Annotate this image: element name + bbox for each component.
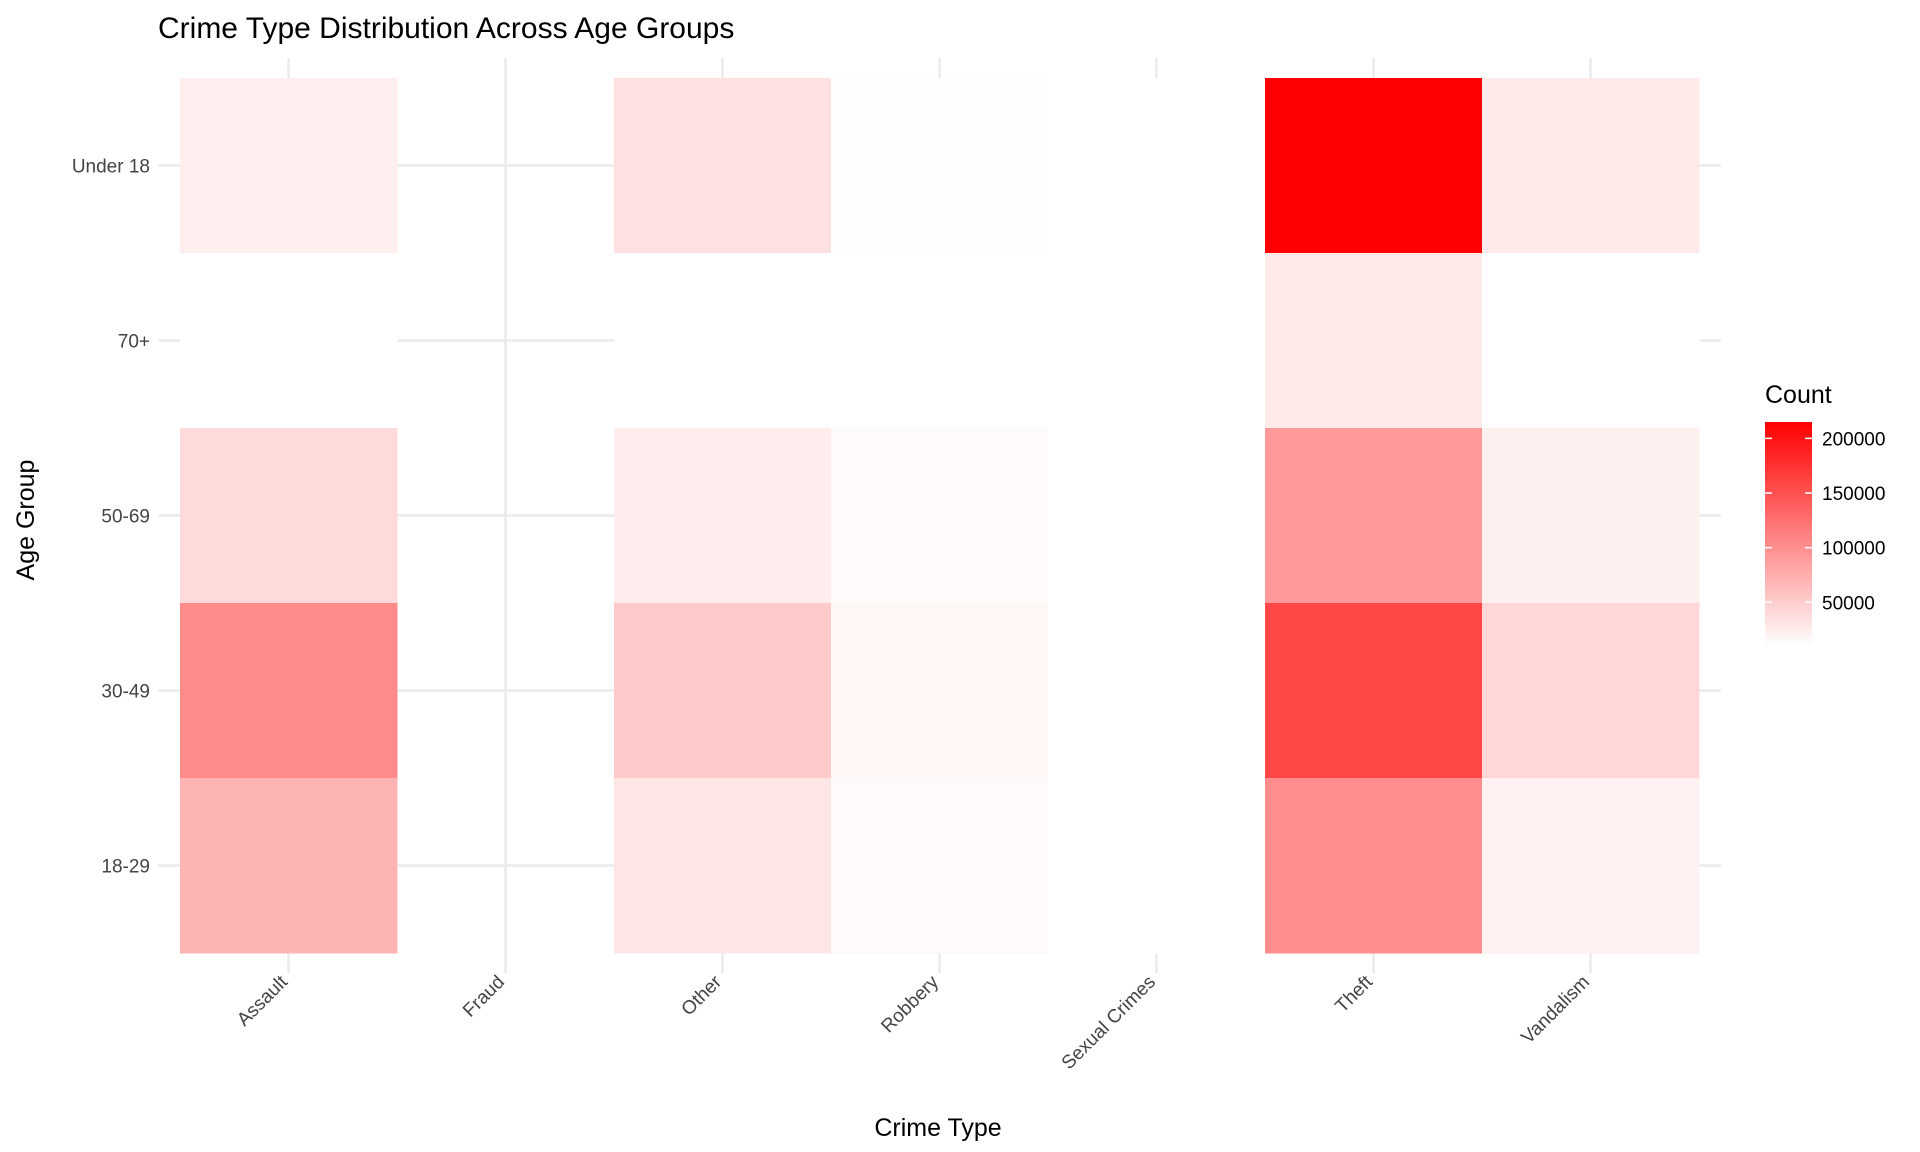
legend-tick-label: 150000 [1822, 484, 1885, 505]
heatmap-cell [614, 78, 832, 254]
heatmap-cell [831, 428, 1049, 604]
x-tick-label: Assault [233, 971, 292, 1030]
y-axis-title: Age Group [12, 460, 40, 581]
x-axis-title: Crime Type [874, 1114, 1001, 1142]
heatmap-cell [614, 603, 832, 779]
heatmap-cell [1048, 778, 1266, 954]
y-axis-ticks: Under 18 70+ 50-69 30-49 18-29 [72, 157, 150, 878]
heatmap-cell [180, 78, 398, 254]
heatmap-cell [1048, 253, 1266, 429]
heatmap-cell [1265, 603, 1483, 779]
heatmap-cell [1048, 603, 1266, 779]
heatmap-cell [1265, 78, 1483, 254]
x-tick-label: Theft [1332, 971, 1378, 1017]
y-tick-label: 50-69 [101, 507, 150, 528]
heatmap-cell [1265, 428, 1483, 604]
heatmap-cell [180, 428, 398, 604]
chart-title: Crime Type Distribution Across Age Group… [158, 12, 734, 45]
y-tick-label: 70+ [118, 332, 150, 353]
y-tick-label: 18-29 [101, 857, 150, 878]
x-tick-label: Vandalism [1517, 972, 1594, 1049]
x-tick-label: Other [678, 971, 727, 1020]
legend-color-bar [1765, 422, 1812, 646]
heatmap-cells [180, 78, 1700, 954]
x-tick-label: Sexual Crimes [1058, 972, 1160, 1074]
heatmap-cell [831, 778, 1049, 954]
heatmap-cell [180, 253, 398, 429]
heatmap-cell [1482, 253, 1700, 429]
heatmap-cell [1265, 253, 1483, 429]
heatmap-cell [180, 778, 398, 954]
heatmap-cell [831, 78, 1049, 254]
heatmap-cell [1482, 603, 1700, 779]
heatmap-cell [1482, 778, 1700, 954]
legend-tick-label: 100000 [1822, 539, 1885, 560]
x-axis-ticks: Assault Fraud Other Robbery Sexual Crimes The… [233, 971, 1594, 1074]
x-tick-label: Robbery [877, 971, 943, 1037]
heatmap-cell [614, 428, 832, 604]
legend-tick-label: 200000 [1822, 429, 1885, 450]
heatmap-cell [831, 603, 1049, 779]
heatmap-cell [831, 253, 1049, 429]
heatmap-cell [1265, 778, 1483, 954]
heatmap-cell [614, 253, 832, 429]
y-tick-label: Under 18 [72, 157, 150, 178]
x-tick-label: Fraud [459, 972, 509, 1022]
heatmap-cell [180, 603, 398, 779]
heatmap-cell [1048, 78, 1266, 254]
y-tick-label: 30-49 [101, 682, 150, 703]
legend-tick-label: 50000 [1822, 593, 1875, 614]
legend-title: Count [1765, 381, 1832, 409]
heatmap-cell [1482, 78, 1700, 254]
heatmap-cell [1482, 428, 1700, 604]
heatmap-cell [1048, 428, 1266, 604]
heatmap-cell [614, 778, 832, 954]
color-legend: Count 50000 100000 150000 200000 [1765, 381, 1885, 646]
